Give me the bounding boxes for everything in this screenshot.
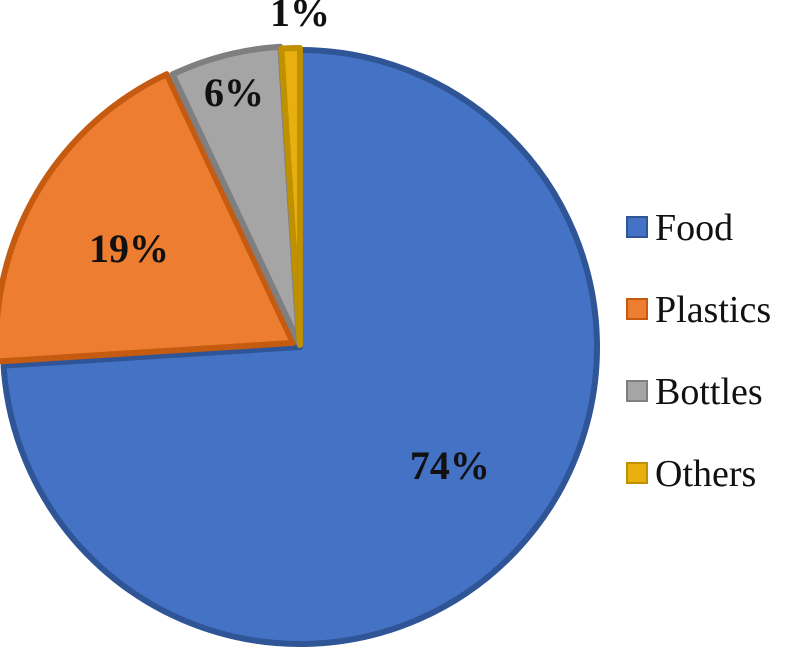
pie-slice-others: [278, 45, 303, 349]
slice-labels: 74% 19% 6%1%: [89, 0, 490, 488]
pie-slice-plastics: [0, 71, 297, 365]
slice-label-food: 74%: [410, 443, 490, 488]
legend-swatch-food: [626, 216, 648, 238]
legend-swatch-bottles: [626, 380, 648, 402]
legend-swatch-others: [626, 462, 648, 484]
legend-label-food: Food: [655, 207, 733, 249]
legend-label-plastics: Plastics: [655, 289, 771, 331]
legend-swatch-plastics: [626, 298, 648, 320]
legend-label-others: Others: [655, 453, 756, 495]
slice-label-others: 1%: [270, 0, 330, 35]
legend: Food Plastics Bottles Others: [626, 207, 771, 495]
slice-label-bottles: 6%: [204, 70, 264, 115]
slice-label-plastics: 19%: [89, 226, 169, 271]
legend-label-bottles: Bottles: [655, 371, 763, 413]
pie-slices: [0, 43, 600, 647]
